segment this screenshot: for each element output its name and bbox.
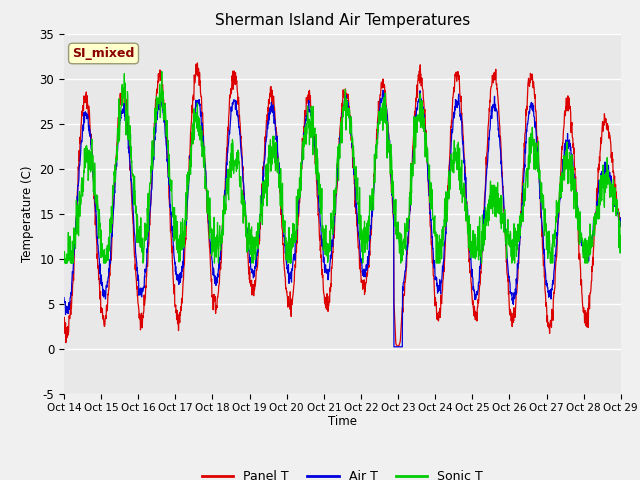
Sonic T [269, 133, 276, 139]
Sonic T [617, 248, 625, 254]
Air T [60, 295, 68, 300]
Panel T [441, 254, 449, 260]
Panel T [617, 224, 625, 230]
Air T [290, 256, 298, 262]
Sonic T [158, 69, 166, 74]
Air T [179, 259, 187, 264]
Line: Sonic T: Sonic T [64, 72, 621, 263]
Legend: Panel T, Air T, Sonic T: Panel T, Air T, Sonic T [196, 465, 488, 480]
Y-axis label: Temperature (C): Temperature (C) [21, 165, 34, 262]
Sonic T [60, 259, 68, 264]
X-axis label: Time: Time [328, 415, 357, 428]
Panel T [394, 343, 401, 349]
Sonic T [92, 201, 100, 206]
Sonic T [441, 196, 449, 202]
Panel T [193, 60, 201, 66]
Sonic T [61, 260, 68, 266]
Air T [268, 109, 276, 115]
Panel T [291, 278, 298, 284]
Air T [92, 208, 100, 214]
Sonic T [288, 231, 296, 237]
Panel T [287, 296, 295, 302]
Panel T [92, 213, 100, 219]
Text: SI_mixed: SI_mixed [72, 47, 135, 60]
Air T [380, 87, 387, 93]
Sonic T [291, 231, 298, 237]
Air T [287, 269, 295, 275]
Panel T [269, 95, 276, 101]
Line: Air T: Air T [64, 90, 621, 347]
Line: Panel T: Panel T [64, 63, 621, 346]
Air T [390, 344, 398, 349]
Air T [441, 240, 449, 246]
Panel T [60, 321, 68, 326]
Air T [617, 222, 625, 228]
Panel T [179, 285, 187, 291]
Sonic T [180, 240, 188, 246]
Title: Sherman Island Air Temperatures: Sherman Island Air Temperatures [215, 13, 470, 28]
